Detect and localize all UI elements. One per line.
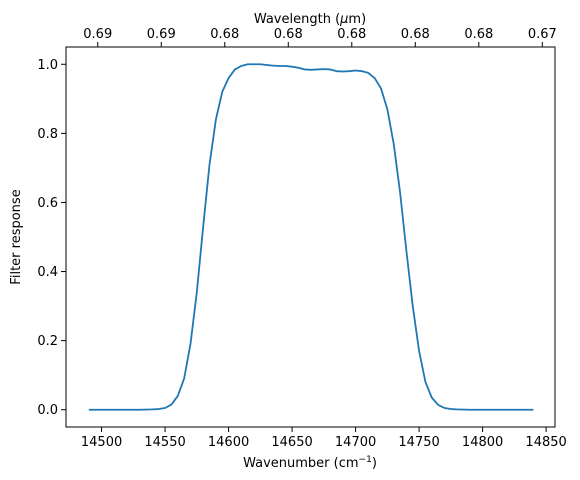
y-tick-label: 0.2 bbox=[37, 334, 58, 349]
y-axis: 0.0 0.2 0.4 0.6 0.8 1.0 bbox=[37, 58, 66, 418]
y-tick-label: 0.8 bbox=[37, 127, 58, 142]
top-tick-label: 0.68 bbox=[464, 27, 493, 42]
top-tick-label: 0.69 bbox=[83, 27, 112, 42]
top-tick-label: 0.68 bbox=[337, 27, 366, 42]
y-tick-label: 1.0 bbox=[37, 58, 58, 73]
y-axis-label: Filter response bbox=[9, 189, 24, 284]
x-tick-label: 14750 bbox=[398, 435, 439, 450]
x-tick-label: 14850 bbox=[525, 435, 566, 450]
y-tick-label: 0.0 bbox=[37, 403, 58, 418]
x-tick-label: 14500 bbox=[81, 435, 122, 450]
top-x-axis-label: Wavelength (μm) bbox=[254, 12, 366, 27]
top-x-axis: 0.69 0.69 0.68 0.68 0.68 0.68 0.68 0.67 bbox=[83, 27, 557, 47]
top-tick-label: 0.68 bbox=[274, 27, 303, 42]
top-tick-label: 0.68 bbox=[210, 27, 239, 42]
x-tick-label: 14550 bbox=[144, 435, 185, 450]
x-axis-label: Wavenumber (cm−1) bbox=[243, 455, 377, 471]
plot-frame bbox=[65, 46, 556, 428]
bottom-x-axis: 14500 14550 14600 14650 14700 14750 14800 14850 bbox=[81, 427, 567, 450]
top-tick-label: 0.69 bbox=[147, 27, 176, 42]
x-tick-label: 14700 bbox=[335, 435, 376, 450]
y-tick-label: 0.4 bbox=[37, 265, 58, 280]
x-tick-label: 14650 bbox=[271, 435, 312, 450]
plot-area bbox=[88, 63, 534, 411]
y-tick-label: 0.6 bbox=[37, 196, 58, 211]
x-tick-label: 14800 bbox=[462, 435, 503, 450]
x-tick-label: 14600 bbox=[208, 435, 249, 450]
series-line-0 bbox=[88, 63, 534, 411]
top-tick-label: 0.67 bbox=[528, 27, 557, 42]
top-tick-label: 0.68 bbox=[401, 27, 430, 42]
